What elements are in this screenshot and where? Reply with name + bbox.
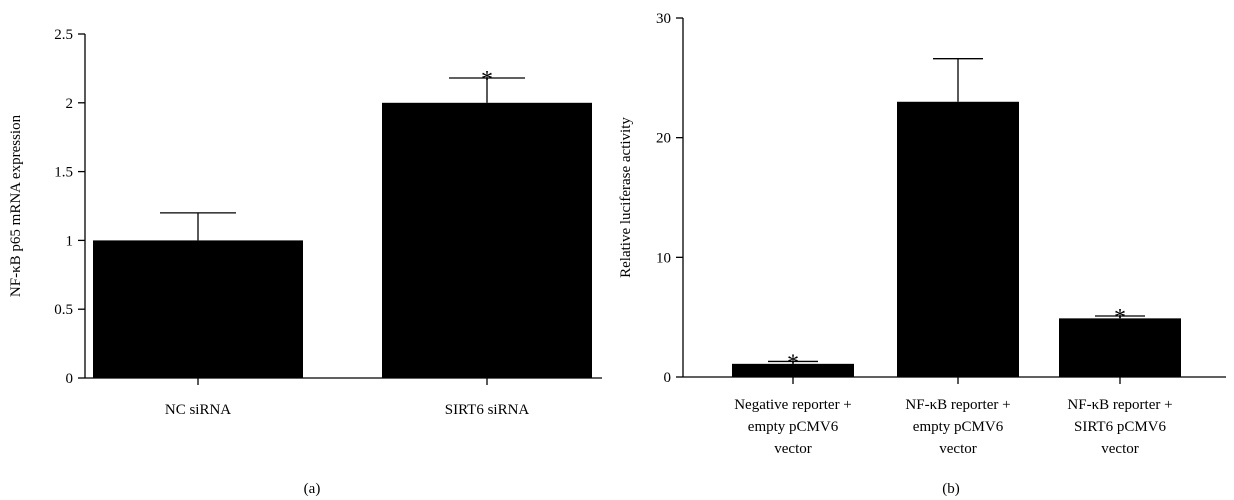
y-tick-label: 30 <box>656 11 671 27</box>
bar <box>732 363 854 377</box>
y-tick-label: 0 <box>66 371 74 387</box>
y-tick-label: 10 <box>656 250 671 266</box>
bar <box>897 101 1019 378</box>
y-tick-label: 2.5 <box>54 27 73 43</box>
bar <box>382 102 592 379</box>
category-label: NF-κB reporter + <box>905 397 1010 413</box>
category-label: vector <box>939 441 976 457</box>
y-tick-label: 0.5 <box>54 302 73 318</box>
category-label: SIRT6 pCMV6 <box>1074 419 1167 435</box>
bar <box>93 240 303 378</box>
y-tick-label: 2 <box>66 96 74 112</box>
panel-b-chart: 0 10 20 30 Relative luciferase activity * Nega… <box>618 11 1226 497</box>
bar <box>1059 318 1181 377</box>
category-label: Negative reporter + <box>734 397 852 413</box>
panel-a-chart: 0 0.5 1 1.5 2 2.5 NF-κB p65 mRNA expression NC … <box>8 27 602 497</box>
significance-marker: * <box>1114 305 1126 331</box>
y-tick-label: 1 <box>66 233 74 249</box>
y-axis-title: Relative luciferase activity <box>618 117 634 278</box>
significance-marker: * <box>481 67 493 93</box>
category-label: empty pCMV6 <box>913 419 1004 435</box>
y-tick-label: 1.5 <box>54 165 73 181</box>
category-label: NC siRNA <box>165 402 231 418</box>
category-label: empty pCMV6 <box>748 419 839 435</box>
category-label: NF-κB reporter + <box>1067 397 1172 413</box>
y-tick-label: 20 <box>656 131 671 147</box>
panel-label: (a) <box>304 481 321 497</box>
category-label: SIRT6 siRNA <box>445 402 530 418</box>
category-label: vector <box>774 441 811 457</box>
y-tick-label: 0 <box>664 370 672 386</box>
significance-marker: * <box>787 350 799 376</box>
category-label: vector <box>1101 441 1138 457</box>
y-axis-title: NF-κB p65 mRNA expression <box>8 114 24 297</box>
panel-label: (b) <box>942 481 960 497</box>
